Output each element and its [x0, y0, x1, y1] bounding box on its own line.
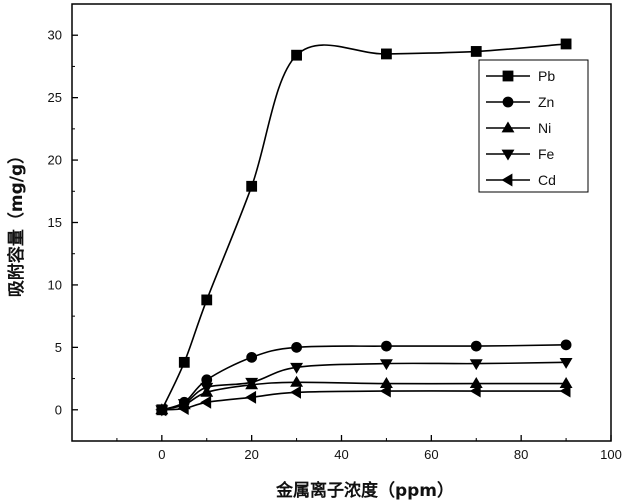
data-point-cd [177, 402, 189, 415]
legend-label: Ni [538, 120, 551, 136]
data-point-cd [200, 395, 212, 409]
legend-entry-fe: Fe [486, 146, 555, 162]
x-axis-title: 金属离子浓度（ppm） [275, 480, 454, 501]
legend-entry-zn: Zn [486, 94, 554, 110]
data-point-zn [560, 339, 572, 351]
legend-marker [501, 149, 515, 161]
data-point-fe [469, 359, 483, 371]
legend-label: Zn [538, 94, 554, 110]
data-point-pb [178, 356, 190, 368]
x-axis: 0 20 40 60 80 100 [116, 435, 622, 462]
data-point-cd [559, 384, 571, 398]
data-point-pb [291, 49, 302, 61]
data-point-pb [560, 38, 572, 50]
legend-marker [501, 173, 513, 187]
data-point-zn [291, 341, 302, 353]
series-layer [155, 38, 573, 417]
legend-box [478, 59, 589, 193]
x-tick-label: 0 [158, 447, 165, 462]
data-point-cd [290, 385, 301, 399]
data-point-cd [379, 384, 391, 398]
series-cd [155, 384, 571, 417]
data-point-pb [381, 48, 392, 60]
data-point-pb [470, 46, 482, 57]
y-tick-label: 0 [55, 402, 62, 417]
data-point-pb [201, 294, 213, 306]
x-tick-label: 40 [334, 447, 348, 462]
legend-marker [502, 70, 514, 82]
y-tick-label: 15 [48, 215, 62, 230]
data-point-cd [245, 390, 257, 404]
legend: Pb Zn Ni Fe Cd [478, 59, 589, 193]
data-point-zn [381, 340, 392, 352]
legend-label: Fe [538, 146, 555, 162]
x-tick-label: 100 [600, 447, 622, 462]
legend-marker [501, 121, 515, 133]
legend-entry-cd: Cd [486, 172, 556, 188]
legend-entry-ni: Ni [486, 120, 551, 136]
y-tick-label: 30 [48, 28, 62, 43]
x-tick-label: 80 [514, 447, 528, 462]
data-point-fe [290, 362, 304, 374]
legend-entry-pb: Pb [486, 68, 555, 84]
data-point-cd [155, 403, 167, 417]
x-tick-label: 60 [424, 447, 438, 462]
y-axis: 0 5 10 15 20 25 30 [48, 28, 78, 417]
y-tick-label: 20 [48, 153, 62, 168]
legend-label: Pb [538, 68, 555, 84]
legend-label: Cd [538, 172, 556, 188]
data-point-fe [379, 359, 393, 371]
y-tick-label: 5 [55, 340, 62, 355]
data-point-fe [200, 382, 214, 394]
data-point-zn [470, 340, 482, 352]
data-point-pb [246, 180, 258, 192]
series-zn [156, 339, 572, 416]
series-line-pb [161, 43, 567, 411]
data-point-ni [290, 375, 304, 387]
data-point-cd [469, 384, 481, 398]
data-point-zn [246, 351, 258, 363]
data-point-fe [245, 377, 259, 389]
x-tick-label: 20 [244, 447, 258, 462]
data-point-fe [559, 357, 573, 369]
y-tick-label: 25 [48, 90, 62, 105]
legend-marker [502, 96, 514, 108]
y-axis-title: 吸附容量（mg/g） [6, 147, 27, 297]
y-tick-label: 10 [48, 277, 62, 292]
